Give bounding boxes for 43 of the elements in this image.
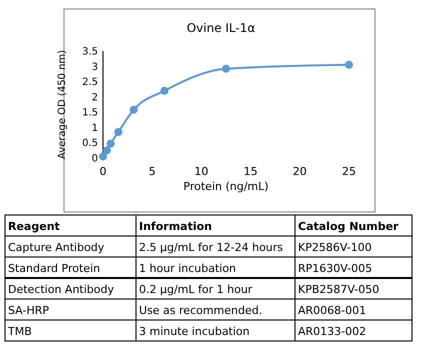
x-axis-title: Protein (ng/mL) [183,180,269,193]
point [222,64,230,73]
y-tick-label: 0 [92,154,98,164]
y-tick-label: 1 [92,122,98,134]
text: Detection Antibody [8,283,114,296]
y-tick-label: 0.5 [82,138,98,150]
text: TMB [7,325,32,338]
point [102,146,111,154]
text: KPB2587V-050 [298,283,380,296]
point [114,128,122,136]
x-tick-label: 25 [342,165,356,178]
point [99,152,107,160]
point [106,140,115,148]
x-tick-label: 15 [244,165,258,178]
category-label: Reagent [8,220,60,233]
text: AR0068-001 [298,304,366,317]
y-tick-label: 1.5 [82,108,98,119]
point [345,60,353,69]
text: Use as recommended. [139,304,262,317]
category-label: Information [139,220,212,233]
text: SA-HRP [8,304,50,317]
y-tick-label: 3 [92,62,98,73]
point [160,86,168,95]
y-tick-label: 3.5 [82,46,98,58]
text: KP2586V-100 [298,241,372,254]
text: Standard Protein [8,262,100,275]
x-tick-label: 5 [148,165,156,178]
text: 2.5 μg/mL for 12-24 hours [139,241,284,254]
point [130,106,138,114]
category-label: Catalog Number [298,220,400,233]
text: AR0133-002 [298,325,366,338]
text: RP1630V-005 [298,262,372,275]
y-tick-label: 2.5 [82,77,98,88]
y-tick-label: 2 [92,92,98,104]
y-axis-title: Average OD (450 nm) [57,50,68,160]
text: 1 hour incubation [139,262,236,275]
x-tick-label: 10 [194,165,208,178]
chart-title: Ovine IL-1α [186,21,256,35]
text: 3 minute incubation [139,325,250,338]
text: 0.2 μg/mL for 1 hour [139,283,253,296]
text: Capture Antibody [8,241,105,254]
x-tick-label: 20 [292,165,307,178]
x-tick-label: 0 [100,165,106,178]
